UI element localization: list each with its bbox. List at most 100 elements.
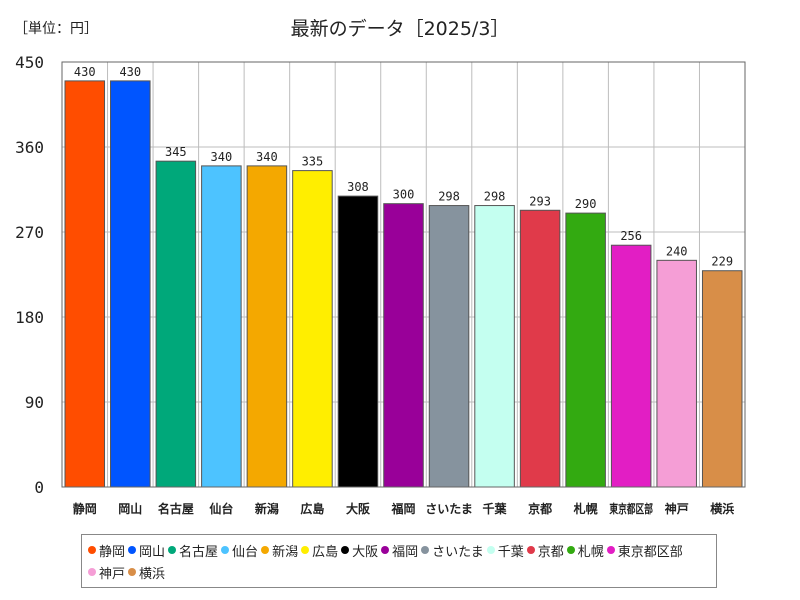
legend-item: 東京都区部 xyxy=(606,539,683,561)
data-label: 335 xyxy=(302,155,324,169)
legend-swatch xyxy=(88,568,96,576)
bar xyxy=(428,205,470,488)
legend-label: 広島 xyxy=(312,544,339,560)
data-labels: 430 430 345 340 340 335 308 300 298 298 293 290 256 2… xyxy=(74,65,733,269)
data-label: 256 xyxy=(620,229,642,243)
legend-label: 仙台 xyxy=(232,544,259,560)
data-label: 293 xyxy=(529,194,551,208)
legend-label: さいたま xyxy=(432,544,484,560)
x-tick-label: 福岡 xyxy=(390,501,415,516)
x-tick-label: 広島 xyxy=(300,501,324,516)
bar xyxy=(292,170,333,488)
legend-swatch xyxy=(486,546,495,554)
legend-item: 千葉 xyxy=(486,539,524,561)
legend-label: 福岡 xyxy=(392,544,419,560)
bar xyxy=(246,165,288,488)
legend-item: 広島 xyxy=(301,539,338,561)
legend-label: 札幌 xyxy=(577,544,604,560)
bar xyxy=(337,195,379,488)
data-label: 298 xyxy=(484,190,506,204)
legend-label: 岡山 xyxy=(139,544,166,560)
bar xyxy=(610,244,652,488)
x-tick-label: 千葉 xyxy=(483,501,508,516)
data-label: 308 xyxy=(347,180,369,194)
bar xyxy=(110,80,151,488)
bar xyxy=(155,160,197,488)
legend-swatch xyxy=(88,546,96,554)
legend-swatch xyxy=(221,546,230,554)
chart-title: 最新のデータ［2025/3］ xyxy=(290,18,510,40)
y-tick-label: 180 xyxy=(15,308,44,327)
bar xyxy=(701,270,743,488)
data-label: 229 xyxy=(711,255,733,269)
x-tick-label: 札幌 xyxy=(573,501,598,516)
bar xyxy=(474,205,515,488)
legend-label: 千葉 xyxy=(497,544,524,560)
legend-swatch xyxy=(566,546,575,554)
y-tick-label: 0 xyxy=(34,478,44,497)
data-label: 430 xyxy=(119,65,141,79)
legend-label: 大阪 xyxy=(352,544,379,560)
bar xyxy=(565,212,606,488)
legend-swatch xyxy=(128,568,137,576)
data-label: 298 xyxy=(438,190,460,204)
legend-item: 福岡 xyxy=(381,539,418,561)
y-axis-ticks: 0 90 180 270 360 450 xyxy=(15,53,44,497)
x-tick-label: 大阪 xyxy=(346,501,371,516)
x-tick-label: 名古屋 xyxy=(158,501,194,516)
legend-swatch xyxy=(168,546,177,554)
legend-item: 新潟 xyxy=(261,539,298,561)
data-label: 430 xyxy=(74,65,96,79)
x-tick-label: 新潟 xyxy=(255,501,279,516)
x-tick-label: 京都 xyxy=(528,501,552,516)
x-tick-label: 静岡 xyxy=(73,501,97,516)
legend-swatch xyxy=(261,546,270,554)
legend-swatch xyxy=(341,546,350,554)
bar xyxy=(383,203,424,488)
data-label: 340 xyxy=(256,150,278,164)
x-tick-label: 仙台 xyxy=(209,501,233,516)
legend-item: 静岡 xyxy=(88,539,125,561)
legend-label: 新潟 xyxy=(272,544,299,560)
data-label: 290 xyxy=(575,197,597,211)
data-label: 300 xyxy=(393,188,415,202)
legend-item: 京都 xyxy=(526,539,564,561)
legend-label: 東京都区部 xyxy=(617,544,683,560)
data-label: 345 xyxy=(165,145,187,159)
x-tick-label: 神戸 xyxy=(665,501,689,516)
legend-swatch xyxy=(381,546,390,554)
y-tick-label: 90 xyxy=(25,393,44,412)
legend-item: 神戸 xyxy=(88,561,125,583)
x-tick-label: 岡山 xyxy=(118,501,142,516)
legend-swatch xyxy=(526,546,535,554)
legend-label: 静岡 xyxy=(99,544,126,560)
bar xyxy=(656,259,697,488)
legend-item: 名古屋 xyxy=(168,539,218,561)
data-label: 240 xyxy=(666,244,688,258)
legend-item: 札幌 xyxy=(566,539,604,561)
x-tick-label: 東京都区部 xyxy=(609,501,653,516)
legend: 静岡 岡山 名古屋 仙台 新潟 広島 大阪 福岡 さいたま 千葉 京都 札幌 東京都区部神戸 横浜 xyxy=(81,534,717,588)
plot-frame xyxy=(61,61,746,488)
legend-swatch xyxy=(301,546,310,554)
legend-swatch xyxy=(606,546,615,554)
legend-item: 仙台 xyxy=(221,539,258,561)
bars xyxy=(64,80,743,488)
unit-label: ［単位：円］ xyxy=(14,21,98,37)
bar xyxy=(64,80,106,488)
legend-label: 京都 xyxy=(537,544,564,560)
legend-item: 大阪 xyxy=(341,539,378,561)
legend-label: 神戸 xyxy=(99,566,126,582)
legend-item: 岡山 xyxy=(128,539,165,561)
data-label: 340 xyxy=(211,150,233,164)
bar xyxy=(519,209,561,488)
legend-item: 横浜 xyxy=(128,561,165,583)
legend-item: さいたま xyxy=(421,539,484,561)
y-tick-label: 270 xyxy=(15,223,44,242)
y-tick-label: 360 xyxy=(15,138,44,157)
legend-label: 名古屋 xyxy=(179,544,219,560)
y-tick-label: 450 xyxy=(15,53,44,72)
legend-swatch xyxy=(128,546,137,554)
